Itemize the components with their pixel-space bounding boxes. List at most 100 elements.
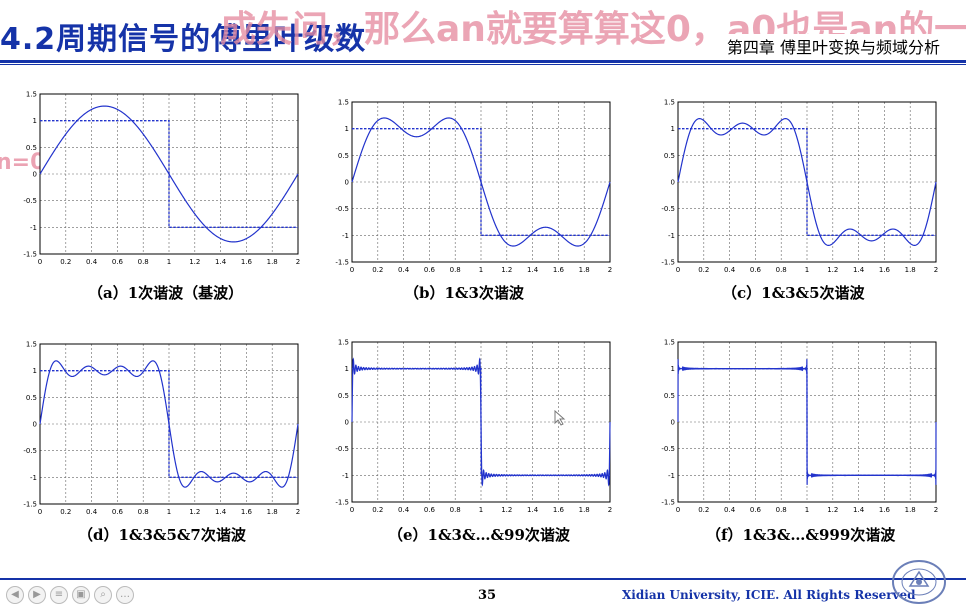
x-tick-label: 0 (676, 266, 680, 274)
caption-f: （f）1&3&…&999次谐波 (706, 526, 896, 544)
x-tick-label: 1.2 (827, 506, 838, 514)
x-tick-label: 0.6 (750, 506, 762, 514)
x-tick-label: 0.8 (450, 506, 461, 514)
x-tick-label: 1.4 (215, 258, 227, 266)
chart-c: 0 0.2 0.4 0.6 0.8 1 1.2 1.4 1.6 1.8 2 1.5 1 0.5 0 -0.5 -… (661, 99, 938, 275)
x-tick-label: 2 (608, 506, 612, 514)
y-tick-label: 1.5 (664, 339, 675, 347)
left-caption-overlay: n=0 (0, 150, 46, 175)
x-tick-label: 0.2 (698, 506, 709, 514)
prev-icon[interactable]: ◀ (6, 586, 24, 604)
zoom-icon[interactable]: ⌕ (94, 586, 112, 604)
x-tick-label: 0.6 (112, 508, 124, 516)
slide-title: 4.2周期信号的傅里叶级数 (0, 22, 367, 57)
y-tick-label: -1 (342, 472, 349, 480)
chart-panel-b: 0 0.2 0.4 0.6 0.8 1 1.2 1.4 1.6 1.8 2 1.5 1 0.5 0 -0.5 -… (334, 96, 624, 281)
y-tick-label: 0.5 (664, 152, 675, 160)
chart-panel-e: 0 0.2 0.4 0.6 0.8 1 1.2 1.4 1.6 1.8 2 1.5 1 0.5 0 -0.5 -… (334, 336, 624, 521)
y-tick-label: 0 (345, 179, 349, 187)
x-tick-label: 1.6 (241, 508, 253, 516)
x-tick-label: 1.6 (241, 258, 253, 266)
x-tick-label: 0.8 (138, 508, 149, 516)
x-tick-label: 1.8 (267, 258, 278, 266)
x-tick-label: 0.2 (60, 508, 71, 516)
x-tick-label: 1 (167, 258, 171, 266)
x-tick-label: 1.6 (553, 506, 565, 514)
x-tick-label: 0.2 (698, 266, 709, 274)
x-tick-label: 1.8 (579, 266, 590, 274)
y-tick-label: 1 (345, 125, 349, 133)
x-tick-label: 2 (296, 508, 300, 516)
y-tick-label: -0.5 (23, 447, 37, 455)
x-tick-label: 1.8 (579, 506, 590, 514)
x-tick-label: 0.2 (60, 258, 71, 266)
y-tick-label: -0.5 (23, 197, 37, 205)
y-tick-label: 0.5 (26, 394, 37, 402)
y-tick-label: 1 (33, 117, 37, 125)
chart-e: 0 0.2 0.4 0.6 0.8 1 1.2 1.4 1.6 1.8 2 1.5 1 0.5 0 -0.5 -… (335, 339, 612, 515)
y-tick-label: -1.5 (23, 251, 37, 259)
x-tick-label: 0.6 (750, 266, 762, 274)
x-tick-label: 0.4 (86, 508, 98, 516)
title-divider-thin (0, 64, 966, 65)
chart-d: 0 0.2 0.4 0.6 0.8 1 1.2 1.4 1.6 1.8 2 1.5 1 0.5 0 -0.5 -… (23, 341, 300, 517)
y-tick-label: 1.5 (664, 99, 675, 107)
x-tick-label: 1.6 (879, 266, 891, 274)
chart-a: 0 0.2 0.4 0.6 0.8 1 1.2 1.4 1.6 1.8 2 1.5 1 0.5 0 -0.5 -… (23, 91, 300, 267)
y-tick-label: -0.5 (661, 205, 675, 213)
x-tick-label: 2 (934, 266, 938, 274)
y-tick-label: 0.5 (664, 392, 675, 400)
fourier-sum-line (677, 359, 937, 485)
x-tick-label: 0.4 (86, 258, 98, 266)
next-icon[interactable]: ▶ (28, 586, 46, 604)
x-tick-label: 0 (38, 508, 42, 516)
y-tick-label: -1.5 (661, 499, 675, 507)
y-tick-label: -1.5 (23, 501, 37, 509)
chapter-label: 第四章 傅里叶变换与频域分析 (724, 34, 942, 58)
y-tick-label: -1.5 (661, 259, 675, 267)
y-tick-label: -0.5 (661, 445, 675, 453)
caption-a: （a）1次谐波（基波） (88, 284, 244, 302)
x-tick-label: 1 (479, 266, 483, 274)
x-tick-label: 0.4 (398, 266, 410, 274)
x-tick-label: 0 (676, 506, 680, 514)
more-icon[interactable]: … (116, 586, 134, 604)
x-tick-label: 2 (934, 506, 938, 514)
x-tick-label: 0.2 (372, 266, 383, 274)
chart-panel-c: 0 0.2 0.4 0.6 0.8 1 1.2 1.4 1.6 1.8 2 1.5 1 0.5 0 -0.5 -… (660, 96, 950, 281)
x-tick-label: 1.4 (853, 506, 865, 514)
chart-panel-f: 0 0.2 0.4 0.6 0.8 1 1.2 1.4 1.6 1.8 2 1.5 1 0.5 0 -0.5 -… (660, 336, 950, 521)
caption-c: （c）1&3&5次谐波 (722, 284, 865, 302)
chart-f: 0 0.2 0.4 0.6 0.8 1 1.2 1.4 1.6 1.8 2 1.5 1 0.5 0 -0.5 -… (661, 339, 938, 515)
x-tick-label: 1.2 (189, 258, 200, 266)
x-tick-label: 1.8 (905, 266, 916, 274)
x-tick-label: 1.2 (501, 266, 512, 274)
y-tick-label: 1.5 (338, 339, 349, 347)
footer-divider (0, 578, 966, 580)
x-tick-label: 1 (479, 506, 483, 514)
y-tick-label: 0 (345, 419, 349, 427)
y-tick-label: 0 (671, 179, 675, 187)
x-tick-label: 1.4 (215, 508, 227, 516)
x-tick-label: 1.2 (189, 508, 200, 516)
x-tick-label: 1.4 (527, 506, 539, 514)
x-tick-label: 0.6 (424, 266, 436, 274)
menu-icon[interactable]: ≡ (50, 586, 68, 604)
copy-icon[interactable]: ▣ (72, 586, 90, 604)
chart-b: 0 0.2 0.4 0.6 0.8 1 1.2 1.4 1.6 1.8 2 1.5 1 0.5 0 -0.5 -… (335, 99, 612, 275)
y-tick-label: 1.5 (26, 341, 37, 349)
y-tick-label: 0.5 (338, 152, 349, 160)
slide-nav-toolbar: ◀ ▶ ≡ ▣ ⌕… (6, 586, 134, 604)
x-tick-label: 0 (350, 266, 354, 274)
y-tick-label: 1 (33, 367, 37, 375)
y-tick-label: -1 (668, 232, 675, 240)
x-tick-label: 0.4 (724, 506, 736, 514)
x-tick-label: 0.8 (776, 506, 787, 514)
chart-panel-a: 0 0.2 0.4 0.6 0.8 1 1.2 1.4 1.6 1.8 2 1.5 1 0.5 0 -0.5 -… (22, 88, 312, 273)
chart-panel-d: 0 0.2 0.4 0.6 0.8 1 1.2 1.4 1.6 1.8 2 1.5 1 0.5 0 -0.5 -… (22, 338, 312, 523)
x-tick-label: 0.8 (450, 266, 461, 274)
x-tick-label: 0 (350, 506, 354, 514)
x-tick-label: 1.6 (553, 266, 565, 274)
x-tick-label: 0 (38, 258, 42, 266)
x-tick-label: 1.4 (853, 266, 865, 274)
